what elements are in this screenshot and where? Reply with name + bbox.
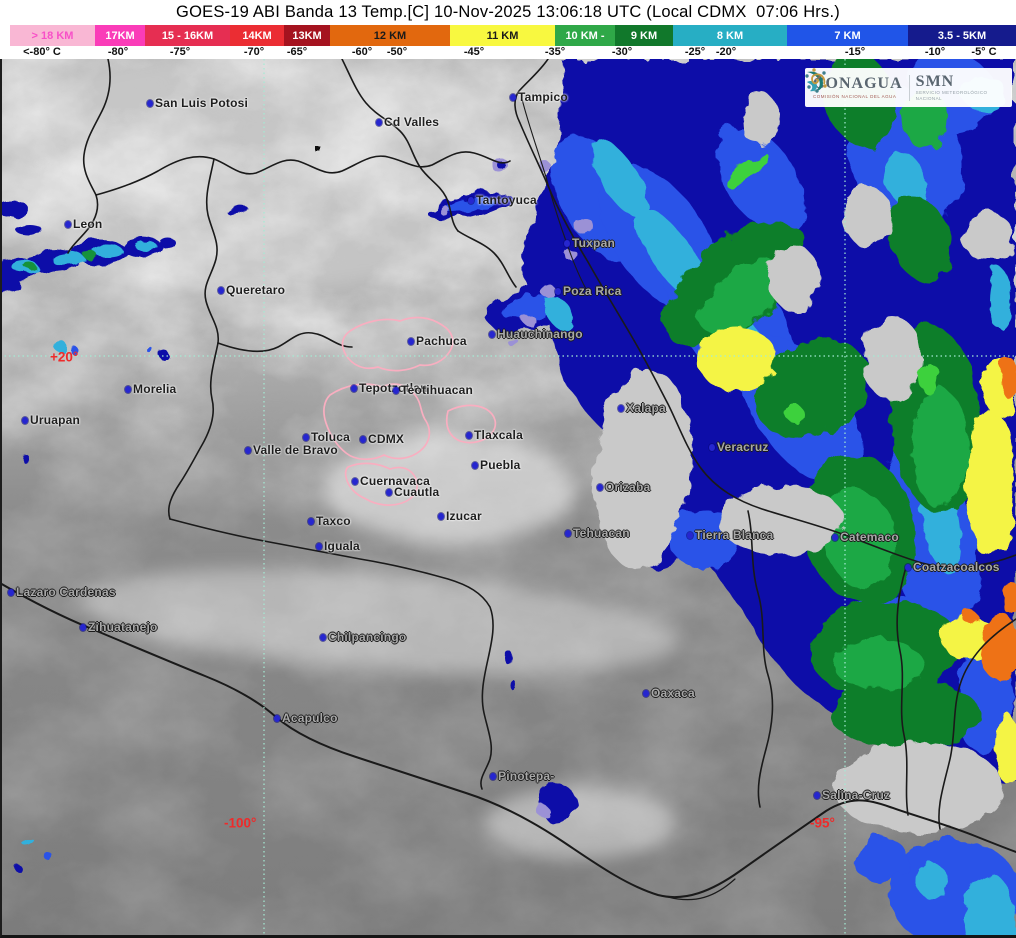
legend-segment-12-km: 12 KM [330,25,450,46]
cloud-gaps [594,93,1014,832]
legend-segment-15-16km: 15 - 16KM [145,25,230,46]
altitude-color-legend: > 18 KM 17KM 15 - 16KM 14KM 13KM 12 KM 11 KM 10… [0,25,1016,46]
page-title: GOES-19 ABI Banda 13 Temp.[C] 10-Nov-202… [176,3,840,21]
legend-segment-8-km: 8 KM [673,25,787,46]
temp-tick-65: -65° [286,46,308,58]
agency-logo-box: CONAGUA COMISIÓN NACIONAL DEL AGUA SMN S… [805,68,1012,107]
temp-tick-80-c: <-80° C [23,46,61,58]
temp-tick-30: -30° [611,46,633,58]
smn-logo-icon [805,68,827,93]
title-bar: GOES-19 ABI Banda 13 Temp.[C] 10-Nov-202… [0,0,1016,25]
legend-segment-14km: 14KM [230,25,284,46]
temp-tick-70: -70° [243,46,265,58]
temp-tick-10: -10° [924,46,946,58]
west-precipitation [2,147,515,871]
satellite-map-graphic [2,59,1016,935]
legend-segment-3-5-5km: 3.5 - 5KM [908,25,1016,46]
legend-segment-11-km: 11 KM [450,25,555,46]
legend-segment-10-km: 10 KM - [555,25,615,46]
conagua-subtitle: COMISIÓN NACIONAL DEL AGUA [813,94,897,99]
temp-tick-20: -20° [715,46,737,58]
legend-segment-13km: 13KM [284,25,330,46]
smn-wordmark: SMN [915,72,955,90]
temp-tick-75: -75° [169,46,191,58]
legend-segment-17km: 17KM [95,25,145,46]
smn-logo-text: SMN SERVICIO METEOROLÓGICO NACIONAL [915,72,1004,102]
temp-tick-25: -25° [684,46,706,58]
temp-tick-80: -80° [107,46,129,58]
temp-tick-45: -45° [463,46,485,58]
temp-tick-35: -35° [544,46,566,58]
legend-segment-7-km: 7 KM [787,25,908,46]
temp-tick-5-c: -5° C [971,46,997,58]
legend-spacer [0,25,10,46]
coordinate-label-20: +20° [50,349,79,365]
legend-segment-18-km: > 18 KM [10,25,95,46]
conagua-logo-text: CONAGUA COMISIÓN NACIONAL DEL AGUA [813,75,903,100]
legend-segment-9-km: 9 KM [615,25,673,46]
coordinate-label-95: -95° [810,815,835,831]
temp-tick-15: -15° [844,46,866,58]
temp-tick-50: -50° [386,46,408,58]
graticule-lines [2,59,1016,935]
temperature-scale: <-80° C -80° -75° -70° -65° -60° -50° -45° -35° -… [0,46,1016,59]
logo-divider [908,74,910,101]
conagua-wordmark: CONAGUA [813,75,903,92]
satellite-map: Tampico San Luis Potosi Cd Valles Tantoyuca… [0,59,1016,938]
pink-state-boundaries [323,316,497,506]
coordinate-label-100: -100° [224,815,257,831]
smn-subtitle: SERVICIO METEOROLÓGICO NACIONAL [915,89,988,101]
temp-tick-60: -60° [351,46,373,58]
state-boundaries [2,59,1016,901]
